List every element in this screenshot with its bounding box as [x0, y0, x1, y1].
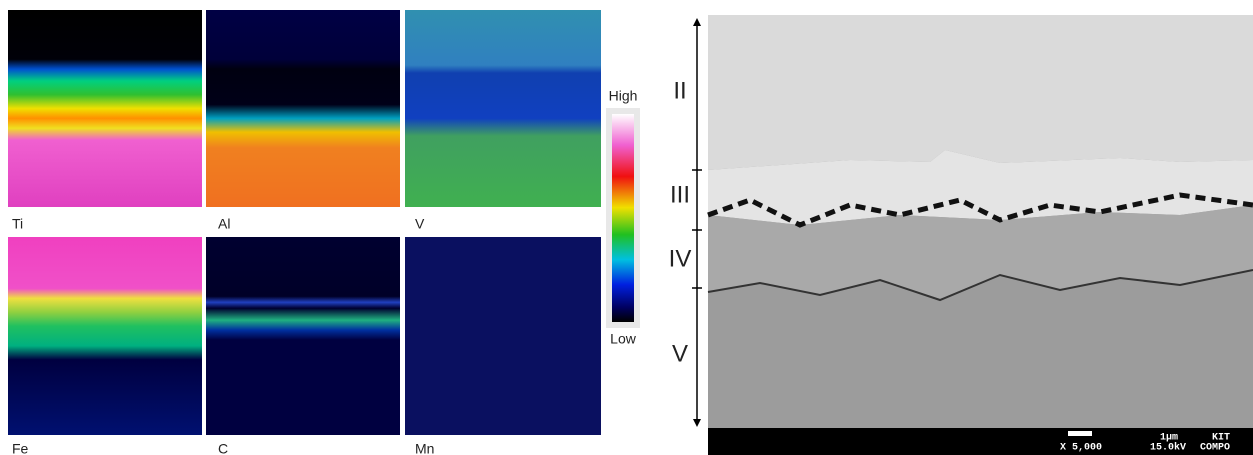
map-label: C — [218, 441, 228, 455]
map-label: Fe — [12, 441, 29, 455]
layer-label: III — [670, 181, 690, 208]
map-al — [206, 10, 400, 207]
layer-markers — [692, 20, 702, 425]
map-mn — [405, 237, 601, 435]
map-label: Mn — [415, 441, 434, 455]
colorbar-low: Low — [610, 331, 637, 347]
map-c — [206, 237, 400, 435]
map-v — [405, 10, 601, 207]
mode: COMPO — [1200, 443, 1230, 454]
magnification: X 5,000 — [1060, 443, 1102, 454]
layer-label: IV — [669, 245, 692, 272]
layer-label: II — [673, 77, 686, 104]
layer-label: V — [672, 340, 688, 367]
layer-ii — [708, 15, 1253, 170]
colorbar — [612, 114, 634, 322]
map-ti — [8, 10, 202, 207]
colorbar-high: High — [609, 88, 638, 104]
map-label: Ti — [12, 216, 23, 232]
voltage: 15.0kV — [1150, 442, 1186, 454]
figure: Ti Al V Fe C Mn High Low X 5,000 1μm KIT… — [0, 0, 1253, 455]
map-label: Al — [218, 216, 230, 232]
scale-bar — [1068, 431, 1092, 436]
map-fe — [8, 237, 202, 435]
map-label: V — [415, 216, 425, 232]
